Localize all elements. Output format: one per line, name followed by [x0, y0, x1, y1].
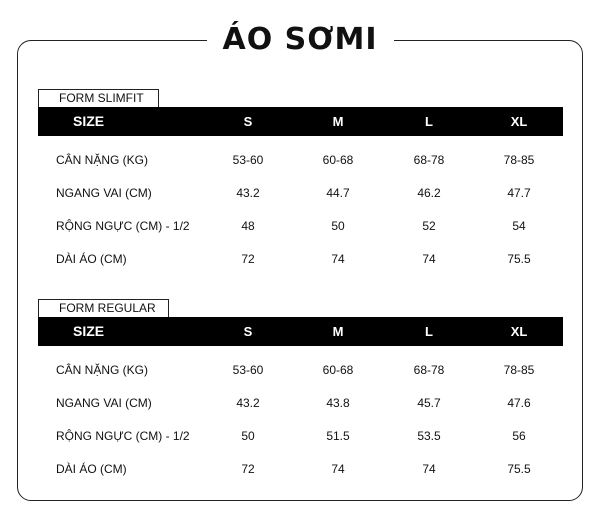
cell-l: 52 — [422, 219, 436, 233]
cell-m: 44.7 — [326, 186, 350, 200]
cell-l: 68-78 — [413, 153, 445, 167]
cell-m: 60-68 — [322, 153, 354, 167]
cell-xl: 78-85 — [503, 153, 535, 167]
header-size: SIZE — [73, 113, 105, 129]
cell-s: 53-60 — [232, 153, 264, 167]
table-row: RỘNG NGỰC (CM) - 1/2 50 51.5 53.5 56 — [38, 426, 563, 446]
header-xl: XL — [510, 324, 528, 339]
cell-xl: 54 — [512, 219, 526, 233]
table-row: CÂN NẶNG (KG) 53-60 60-68 68-78 78-85 — [38, 360, 563, 380]
cell-xl: 75.5 — [507, 252, 531, 266]
page-title: ÁO SƠMI — [0, 18, 600, 62]
cell-m: 60-68 — [322, 363, 354, 377]
cell-s: 72 — [241, 462, 255, 476]
row-label: NGANG VAI (CM) — [56, 396, 152, 410]
row-label: RỘNG NGỰC (CM) - 1/2 — [56, 219, 190, 233]
table-row: NGANG VAI (CM) 43.2 44.7 46.2 47.7 — [38, 183, 563, 203]
header-size: SIZE — [73, 323, 105, 339]
table-row: DÀI ÁO (CM) 72 74 74 75.5 — [38, 249, 563, 269]
cell-xl: 56 — [512, 429, 526, 443]
table-row: DÀI ÁO (CM) 72 74 74 75.5 — [38, 459, 563, 479]
row-label: CÂN NẶNG (KG) — [56, 363, 149, 377]
cell-m: 51.5 — [326, 429, 350, 443]
header-m: M — [332, 114, 344, 129]
row-label: RỘNG NGỰC (CM) - 1/2 — [56, 429, 190, 443]
cell-l: 74 — [422, 252, 436, 266]
cell-s: 48 — [241, 219, 255, 233]
table-row: CÂN NẶNG (KG) 53-60 60-68 68-78 78-85 — [38, 150, 563, 170]
cell-m: 43.8 — [326, 396, 350, 410]
cell-s: 72 — [241, 252, 255, 266]
row-label: NGANG VAI (CM) — [56, 186, 152, 200]
row-label: CÂN NẶNG (KG) — [56, 153, 149, 167]
cell-xl: 78-85 — [503, 363, 535, 377]
header-xl: XL — [510, 114, 528, 129]
form-label: FORM REGULAR — [38, 299, 169, 317]
header-l: L — [425, 324, 433, 339]
cell-xl: 47.6 — [507, 396, 531, 410]
header-l: L — [425, 114, 433, 129]
cell-s: 53-60 — [232, 363, 264, 377]
cell-xl: 75.5 — [507, 462, 531, 476]
cell-l: 46.2 — [417, 186, 441, 200]
header-s: S — [243, 324, 253, 339]
cell-l: 68-78 — [413, 363, 445, 377]
table-row: RỘNG NGỰC (CM) - 1/2 48 50 52 54 — [38, 216, 563, 236]
header-m: M — [332, 324, 344, 339]
cell-l: 74 — [422, 462, 436, 476]
cell-s: 43.2 — [236, 186, 260, 200]
cell-xl: 47.7 — [507, 186, 531, 200]
row-label: DÀI ÁO (CM) — [56, 252, 127, 266]
cell-s: 50 — [241, 429, 255, 443]
header-s: S — [243, 114, 253, 129]
table-header: SIZE S M L XL — [38, 317, 563, 346]
cell-m: 50 — [331, 219, 345, 233]
cell-l: 53.5 — [417, 429, 441, 443]
table-header: SIZE S M L XL — [38, 107, 563, 136]
cell-m: 74 — [331, 252, 345, 266]
cell-m: 74 — [331, 462, 345, 476]
form-label: FORM SLIMFIT — [38, 89, 159, 107]
table-row: NGANG VAI (CM) 43.2 43.8 45.7 47.6 — [38, 393, 563, 413]
cell-s: 43.2 — [236, 396, 260, 410]
row-label: DÀI ÁO (CM) — [56, 462, 127, 476]
cell-l: 45.7 — [417, 396, 441, 410]
